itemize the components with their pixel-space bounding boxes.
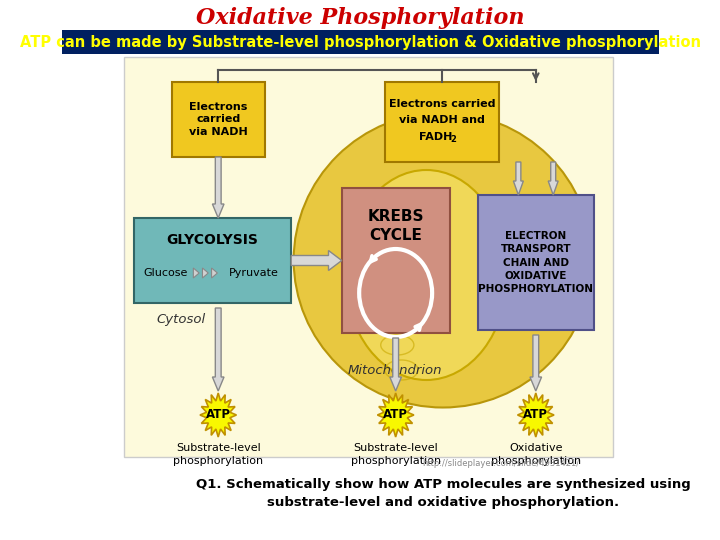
Text: Q1. Schematically show how ATP molecules are synthesized using
substrate-level a: Q1. Schematically show how ATP molecules… [196, 478, 690, 509]
Text: ATP: ATP [206, 408, 230, 422]
Text: FADH: FADH [419, 132, 452, 142]
Ellipse shape [346, 170, 507, 380]
Text: Glucose: Glucose [143, 268, 188, 278]
Polygon shape [212, 268, 217, 278]
Polygon shape [202, 268, 208, 278]
Polygon shape [377, 393, 414, 437]
Polygon shape [513, 162, 523, 195]
Text: ATP can be made by Substrate-level phosphorylation & Oxidative phosphorylation: ATP can be made by Substrate-level phosp… [19, 35, 701, 50]
Polygon shape [291, 251, 342, 271]
Text: Oxidative Phosphorylation: Oxidative Phosphorylation [196, 7, 524, 29]
Polygon shape [212, 308, 224, 391]
Text: ELECTRON
TRANSPORT
CHAIN AND
OXIDATIVE
PHOSPHORYLATION: ELECTRON TRANSPORT CHAIN AND OXIDATIVE P… [478, 231, 593, 294]
Text: Substrate-level
phosphorylation: Substrate-level phosphorylation [351, 443, 441, 466]
Text: ATP: ATP [383, 408, 408, 422]
Text: Pyruvate: Pyruvate [229, 268, 279, 278]
Text: ATP: ATP [523, 408, 549, 422]
Bar [172, 82, 265, 157]
Polygon shape [390, 338, 402, 391]
Polygon shape [194, 268, 199, 278]
Text: 2: 2 [451, 136, 456, 145]
Text: via NADH and: via NADH and [399, 115, 485, 125]
Bar [478, 195, 594, 330]
Text: Electrons carried: Electrons carried [389, 99, 495, 109]
Text: Mitochondrion: Mitochondrion [348, 363, 442, 376]
Bar [124, 57, 613, 457]
Polygon shape [200, 393, 236, 437]
Text: Electrons
carried
via NADH: Electrons carried via NADH [189, 102, 248, 137]
Text: Substrate-level
phosphorylation: Substrate-level phosphorylation [173, 443, 264, 466]
Bar [134, 218, 291, 303]
Text: Oxidative
phosphorylation: Oxidative phosphorylation [491, 443, 581, 466]
Polygon shape [530, 335, 541, 391]
Polygon shape [548, 162, 558, 195]
Text: http://slideplayer.com/slide/4931421/: http://slideplayer.com/slide/4931421/ [423, 458, 580, 468]
Polygon shape [518, 393, 554, 437]
Bar [342, 188, 449, 333]
Text: KREBS
CYCLE: KREBS CYCLE [367, 209, 424, 243]
Bar [385, 82, 499, 162]
Ellipse shape [294, 112, 592, 408]
Text: GLYCOLYSIS: GLYCOLYSIS [166, 233, 258, 247]
Polygon shape [212, 157, 224, 218]
Text: Cytosol: Cytosol [157, 314, 206, 327]
Bar [61, 30, 659, 54]
